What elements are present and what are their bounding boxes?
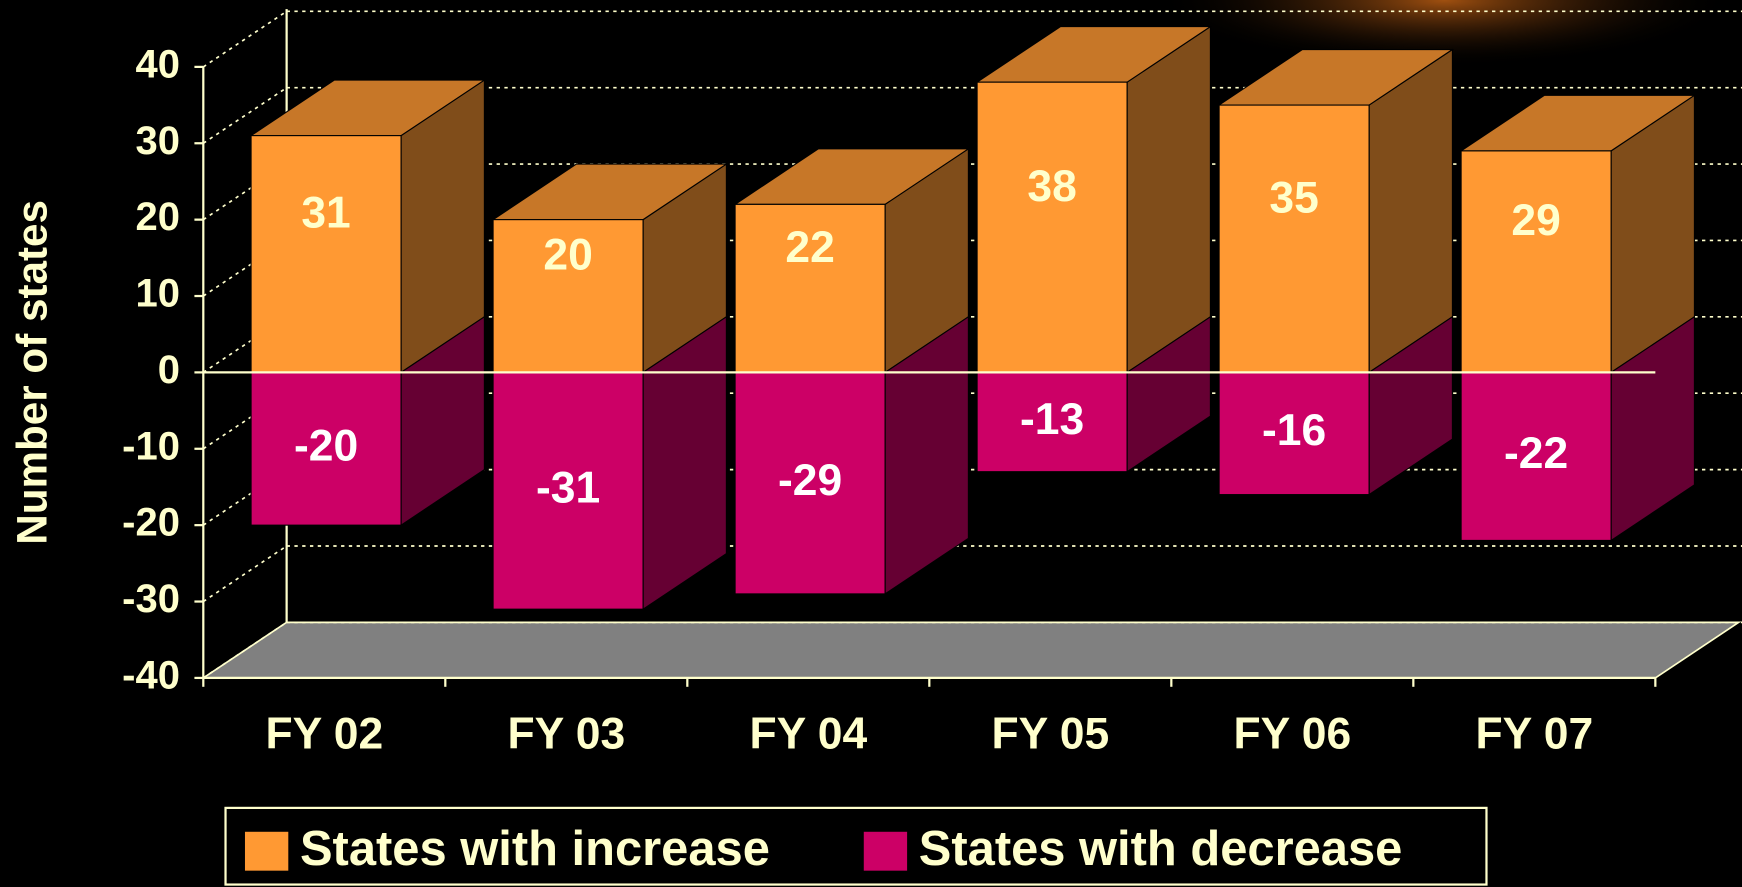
grid-line-side [202, 239, 288, 297]
legend-swatch [243, 830, 290, 872]
bar [250, 371, 402, 526]
data-label: 38 [1027, 162, 1076, 211]
grid-line-side [202, 316, 288, 374]
x-tick-label: FY 02 [265, 710, 383, 759]
data-label: -31 [536, 464, 600, 513]
data-label: -16 [1262, 406, 1326, 455]
y-tick-label: 0 [158, 348, 180, 392]
grid-line-side [202, 392, 288, 450]
data-label: -29 [778, 456, 842, 505]
bar [734, 371, 886, 595]
bar [976, 81, 1128, 373]
y-tick-label: -40 [122, 653, 180, 697]
x-tick-label: FY 03 [507, 710, 625, 759]
legend-label: States with decrease [919, 822, 1403, 876]
floor [200, 621, 1742, 679]
grid-line-side [202, 163, 288, 221]
bar [492, 371, 644, 610]
grid-line-side [202, 10, 288, 68]
legend-box [224, 806, 1488, 886]
bar [1460, 371, 1612, 541]
x-tick-label: FY 04 [749, 710, 867, 759]
bar [976, 371, 1128, 473]
data-label: 29 [1511, 196, 1560, 245]
legend-swatch [862, 830, 909, 872]
data-label: 20 [543, 231, 592, 280]
y-tick-label: 40 [135, 42, 179, 86]
y-tick-label: 10 [135, 272, 179, 316]
grid-line-side [202, 468, 288, 526]
bar [1218, 104, 1370, 373]
decoration [1155, 0, 1734, 67]
y-axis-label: Number of states [9, 200, 56, 545]
y-tick-label: 20 [135, 195, 179, 239]
bar [1460, 150, 1612, 373]
bar [492, 219, 644, 373]
x-tick-label: FY 06 [1233, 710, 1351, 759]
bar [734, 203, 886, 373]
data-label: 22 [785, 223, 834, 272]
data-label: -20 [294, 422, 358, 471]
y-tick-label: -20 [122, 501, 180, 545]
y-tick-label: -10 [122, 424, 180, 468]
data-label: 31 [301, 189, 350, 238]
grid-line-side [202, 87, 288, 144]
x-tick-label: FY 05 [991, 710, 1109, 759]
bar-side [1126, 25, 1211, 374]
y-tick-label: -30 [122, 577, 180, 621]
legend-label: States with increase [300, 822, 770, 876]
data-label: -13 [1020, 395, 1084, 444]
y-tick-label: 30 [135, 119, 179, 163]
data-label: 35 [1269, 173, 1318, 222]
data-label: -22 [1504, 429, 1568, 478]
bar [250, 135, 402, 373]
bar-side [1368, 48, 1453, 374]
x-tick-label: FY 07 [1475, 710, 1593, 759]
grid-line-side [202, 621, 288, 679]
grid-line-side [202, 545, 288, 603]
bar [1218, 371, 1370, 496]
